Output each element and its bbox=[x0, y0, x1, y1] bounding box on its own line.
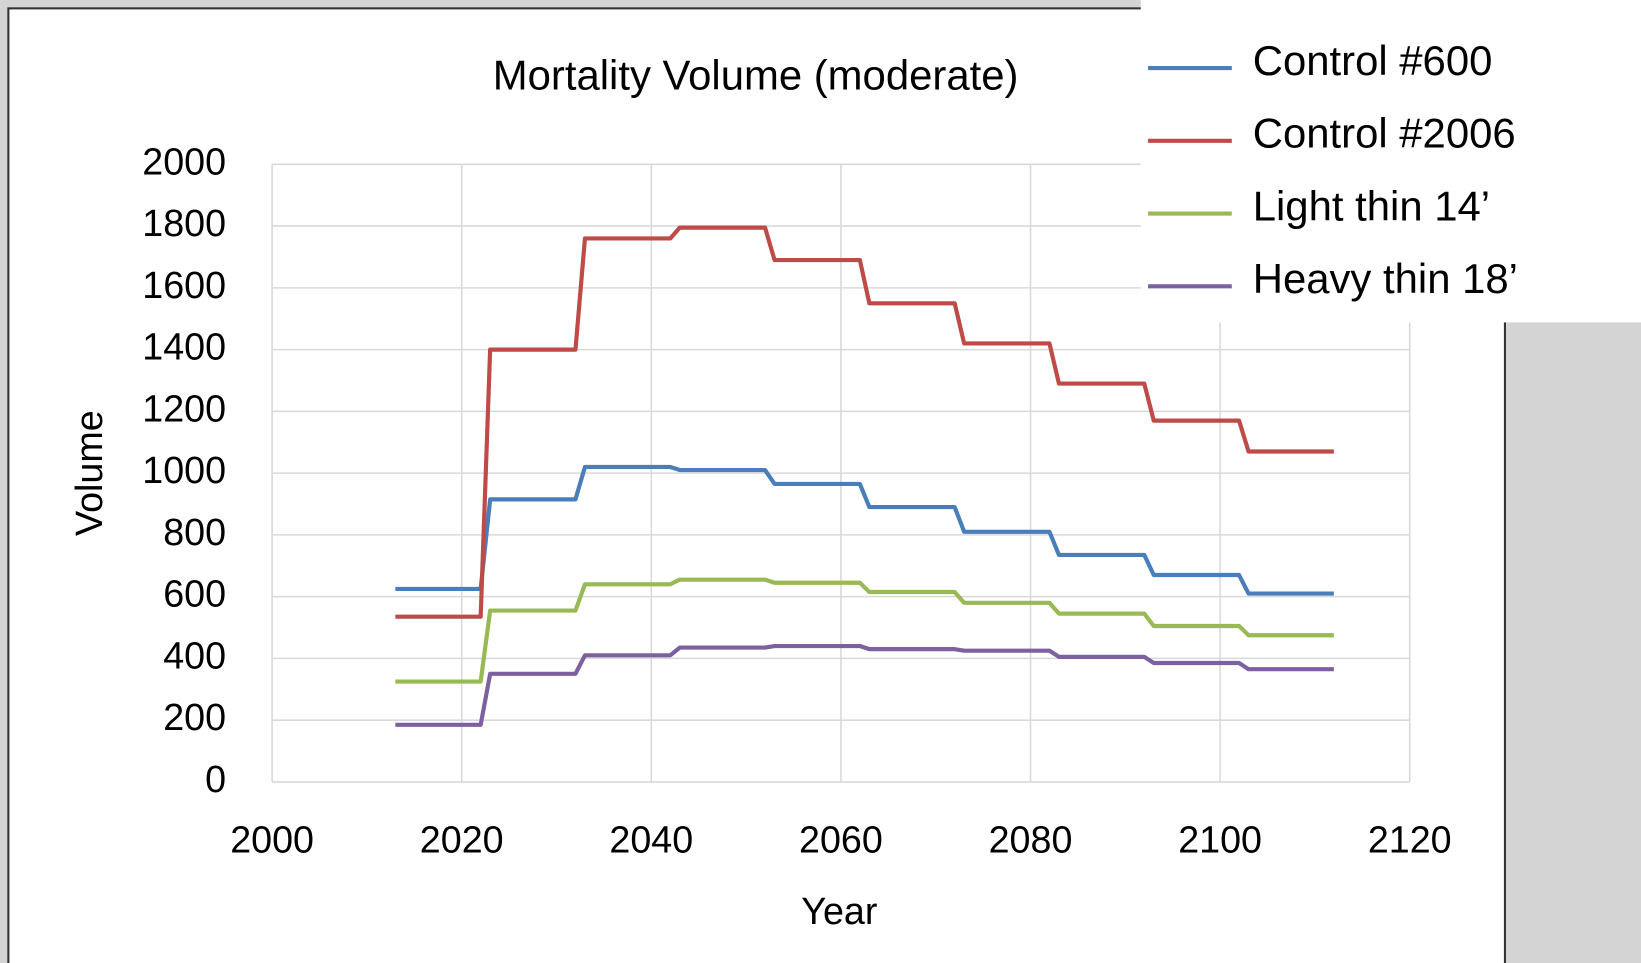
y-tick-label: 1400 bbox=[142, 326, 226, 368]
x-axis-label: Year bbox=[801, 890, 877, 932]
x-tick-label: 2040 bbox=[609, 819, 693, 861]
y-tick-label: 2000 bbox=[142, 140, 226, 182]
y-tick-label: 1600 bbox=[142, 264, 226, 306]
legend: Control #600 Control #2006 Light thin 14’ H… bbox=[1148, 37, 1518, 302]
grid: 0 200 400 600 800 1000 1200 1400 1600 1800 2000 200… bbox=[142, 140, 1451, 860]
x-tick-label: 2120 bbox=[1368, 819, 1452, 861]
x-tick-label: 2060 bbox=[799, 819, 883, 861]
series-line bbox=[395, 577, 1334, 684]
series-line bbox=[395, 464, 1334, 596]
y-tick-label: 1200 bbox=[142, 387, 226, 429]
chart-title: Mortality Volume (moderate) bbox=[493, 52, 1019, 99]
y-tick-label: 1000 bbox=[142, 449, 226, 491]
x-tick-label: 2020 bbox=[420, 819, 504, 861]
x-tick-label: 2100 bbox=[1178, 819, 1262, 861]
legend-label: Control #600 bbox=[1253, 37, 1493, 84]
plot-lines bbox=[395, 225, 1334, 727]
legend-box bbox=[1140, 0, 1641, 323]
y-tick-label: 800 bbox=[163, 511, 226, 553]
y-tick-label: 400 bbox=[163, 634, 226, 676]
x-tick-label: 2080 bbox=[989, 819, 1073, 861]
x-tick-label: 2000 bbox=[230, 819, 314, 861]
y-axis-label: Volume bbox=[68, 410, 110, 536]
legend-label: Heavy thin 18’ bbox=[1253, 255, 1518, 302]
y-tick-label: 0 bbox=[205, 758, 226, 800]
y-tick-label: 200 bbox=[163, 696, 226, 738]
series-line bbox=[395, 225, 1334, 619]
legend-label: Light thin 14’ bbox=[1253, 182, 1490, 229]
legend-label: Control #2006 bbox=[1253, 110, 1516, 157]
series-line bbox=[395, 643, 1334, 727]
y-tick-label: 600 bbox=[163, 573, 226, 615]
y-tick-label: 1800 bbox=[142, 202, 226, 244]
